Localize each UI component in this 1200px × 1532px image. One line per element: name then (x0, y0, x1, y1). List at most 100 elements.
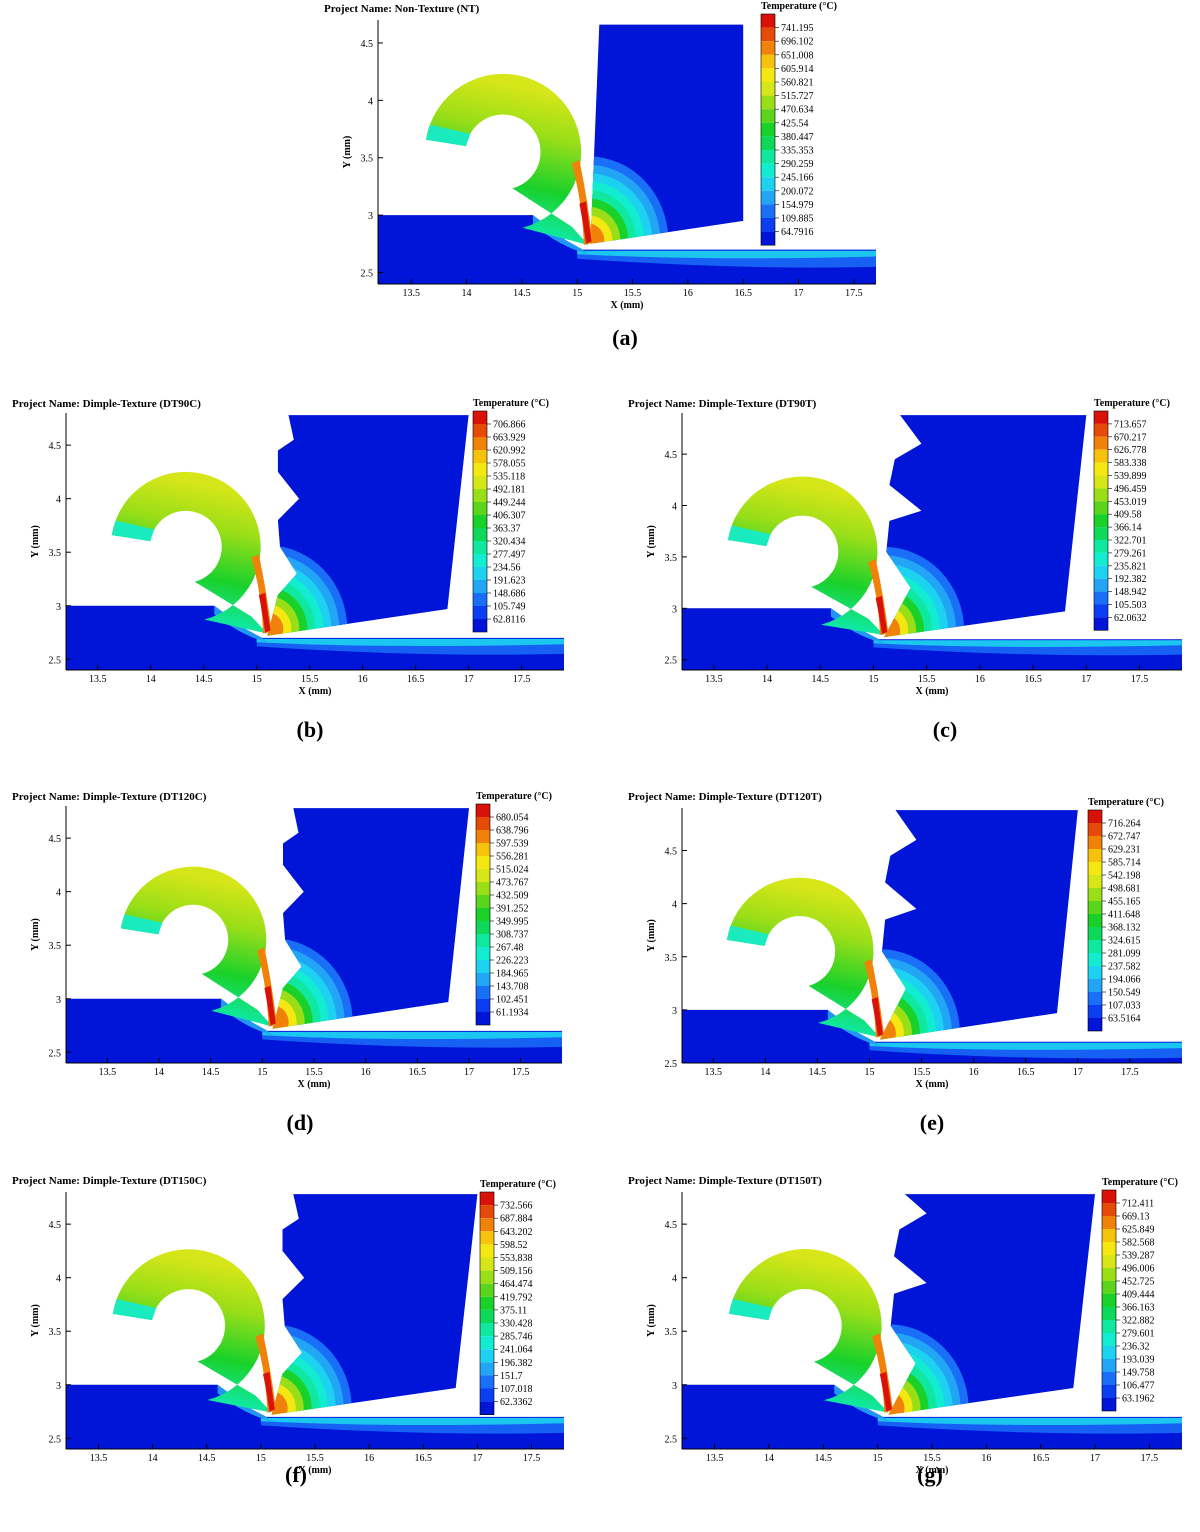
y-axis-label: Y (mm) (646, 1304, 657, 1337)
legend-value: 409.58 (1114, 510, 1142, 521)
x-tick-label: 17 (794, 288, 804, 299)
project-title: Project Name: Non-Texture (NT) (324, 3, 480, 15)
x-axis-label: X (mm) (610, 300, 643, 311)
legend-swatch (1094, 604, 1108, 618)
x-tick-label: 15.5 (305, 1067, 323, 1078)
legend-swatch (761, 54, 775, 69)
project-title: Project Name: Dimple-Texture (DT150C) (12, 1175, 207, 1187)
legend: Temperature (°C) 712.411 669.13 625.849 582.… (1101, 1177, 1178, 1412)
x-tick-label: 16.5 (1024, 674, 1042, 685)
legend-value: 62.8116 (493, 615, 525, 626)
legend-value: 150.549 (1108, 988, 1141, 999)
legend-value: 279.261 (1114, 548, 1147, 559)
x-tick-label: 14.5 (198, 1453, 216, 1464)
x-axis-label: X (mm) (298, 1465, 331, 1476)
x-tick-label: 17.5 (512, 1067, 530, 1078)
y-axis-label: Y (mm) (30, 525, 41, 558)
legend-value: 535.118 (493, 472, 525, 483)
legend-swatch (761, 27, 775, 42)
legend-swatch (1088, 992, 1102, 1005)
legend-value: 226.223 (496, 956, 529, 967)
legend-swatch (1088, 836, 1102, 849)
y-tick-label: 4.5 (665, 847, 678, 858)
legend-value: 680.054 (496, 813, 529, 824)
x-tick-label: 15.5 (913, 1067, 931, 1078)
x-tick-label: 13.5 (706, 1453, 724, 1464)
legend-value: 542.198 (1108, 871, 1141, 882)
legend-swatch (1102, 1398, 1116, 1411)
legend-swatch (761, 41, 775, 55)
legend-value: 496.459 (1114, 484, 1147, 495)
legend-swatch (476, 947, 490, 960)
tool-heat-zone (271, 1324, 352, 1415)
contour-plot-g: Project Name: Dimple-Texture (DT150T) 13.… (628, 1175, 1182, 1476)
project-title: Project Name: Dimple-Texture (DT120T) (628, 791, 822, 803)
contour-plot-f: Project Name: Dimple-Texture (DT150C) 13.… (12, 1175, 564, 1476)
legend-value: 712.411 (1122, 1199, 1154, 1210)
legend-swatch (1094, 436, 1108, 450)
legend-swatch (473, 502, 487, 515)
legend-value: 148.686 (493, 589, 526, 600)
legend-swatch (476, 817, 490, 830)
tool-heat-zone (590, 156, 669, 244)
legend-swatch (1102, 1333, 1116, 1346)
legend: Temperature (°C) 680.054 638.796 597.539 556… (475, 791, 552, 1026)
legend-value: 453.019 (1114, 497, 1147, 508)
y-tick-label: 3 (56, 1381, 61, 1392)
legend-swatch (1102, 1216, 1116, 1229)
x-tick-label: 14 (760, 1067, 770, 1078)
legend-swatch (476, 934, 490, 947)
chip (728, 1249, 893, 1413)
legend-value: 620.992 (493, 446, 526, 457)
y-tick-label: 4 (672, 502, 677, 513)
legend-swatch (1094, 617, 1108, 631)
legend-swatch (1088, 875, 1102, 888)
y-tick-label: 2.5 (665, 656, 678, 667)
chip (727, 476, 889, 635)
project-title: Project Name: Dimple-Texture (DT150T) (628, 1175, 822, 1187)
x-tick-label: 17.5 (845, 288, 863, 299)
legend-swatch (761, 190, 775, 205)
legend-swatch (1102, 1372, 1116, 1385)
x-tick-label: 13.5 (402, 288, 420, 299)
legend-swatch (480, 1218, 494, 1232)
legend-value: 277.497 (493, 550, 526, 561)
legend-value: 234.56 (493, 563, 521, 574)
legend-value: 539.899 (1114, 471, 1147, 482)
contour-field (66, 1194, 564, 1449)
legend-swatch (476, 999, 490, 1012)
y-axis-label: Y (mm) (646, 919, 657, 952)
legend-value: 638.796 (496, 826, 529, 837)
legend-value: 241.064 (500, 1345, 533, 1356)
legend: Temperature (°C) 706.866 663.929 620.992 578… (472, 398, 549, 633)
y-tick-label: 2.5 (361, 269, 374, 280)
legend-title: Temperature (°C) (1094, 398, 1170, 409)
legend-value: 498.681 (1108, 884, 1141, 895)
x-tick-label: 16.5 (1017, 1067, 1035, 1078)
legend-value: 290.259 (781, 159, 814, 170)
legend-value: 585.714 (1108, 858, 1141, 869)
panel-e: Project Name: Dimple-Texture (DT120T) 13.… (620, 788, 1200, 1148)
legend: Temperature (°C) 713.657 670.217 626.778 583… (1093, 398, 1170, 631)
x-tick-label: 16.5 (409, 1067, 427, 1078)
legend-swatch (473, 411, 487, 424)
legend-value: 455.165 (1108, 897, 1141, 908)
y-tick-label: 4.5 (49, 1220, 62, 1231)
legend-value: 473.767 (496, 878, 529, 889)
x-tick-label: 16 (981, 1453, 991, 1464)
legend-title: Temperature (°C) (1102, 1177, 1178, 1188)
legend: Temperature (°C) 741.195 696.102 651.008 605… (760, 1, 837, 246)
legend-swatch (1094, 591, 1108, 605)
legend-value: 432.509 (496, 891, 529, 902)
legend-value: 236.32 (1122, 1342, 1150, 1353)
legend-swatch (1102, 1255, 1116, 1268)
x-tick-label: 15.5 (306, 1453, 324, 1464)
legend-swatch (480, 1283, 494, 1297)
x-tick-label: 16 (361, 1067, 371, 1078)
legend-value: 322.701 (1114, 536, 1147, 547)
x-tick-label: 17 (464, 674, 474, 685)
contour-field (66, 415, 564, 670)
axes: 13.5 14 14.5 15 15.5 16 16.5 17 17.5 2.5 3 3.5 4 4.5 X… (646, 413, 1182, 697)
legend-swatch (1094, 488, 1108, 502)
legend-swatch (1094, 411, 1108, 424)
